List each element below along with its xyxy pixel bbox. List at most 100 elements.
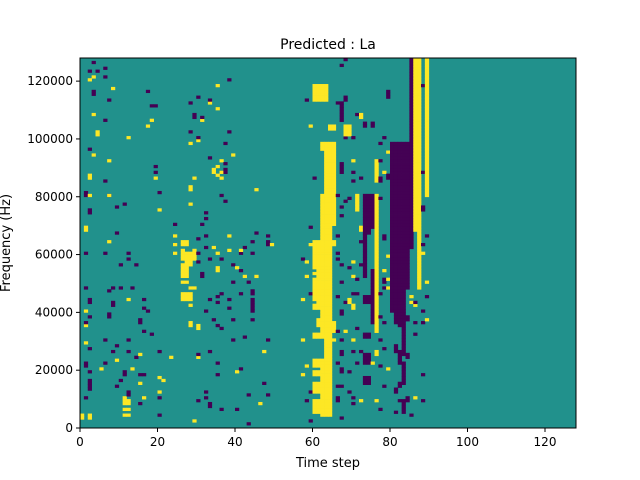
heatmap-cell [390,216,395,221]
heatmap-cell [424,107,430,111]
heatmap-cell [390,167,395,172]
heatmap-cell [324,237,329,241]
heatmap-cell [320,92,325,96]
heatmap-cell [223,141,228,146]
heatmap-cell [328,199,333,203]
heatmap-cell [149,118,154,122]
heatmap-cell [393,240,399,244]
heatmap-cell [316,240,321,244]
heatmap-cell [417,179,422,183]
heatmap-cell [397,266,402,270]
heatmap-cell [374,315,379,319]
heatmap-cell [366,228,371,232]
heatmap-cell [312,358,317,362]
heatmap-cell [161,378,166,383]
heatmap-cell [390,228,395,232]
heatmap-cell [397,159,402,163]
heatmap-cell [231,263,236,267]
heatmap-cell [223,199,228,203]
heatmap-cell [378,407,383,412]
heatmap-cell [328,173,333,177]
heatmap-cell [227,248,232,253]
heatmap-cell [401,326,406,331]
heatmap-cell [405,162,410,166]
heatmap-cell [122,401,127,406]
heatmap-cell [390,303,395,307]
heatmap-cell [424,136,430,140]
heatmap-cell [405,277,410,281]
heatmap-cell [328,280,333,284]
heatmap-cell [320,89,325,94]
heatmap-cell [390,292,395,296]
heatmap-cell [83,251,89,255]
heatmap-cell [417,141,422,146]
plot-area [80,58,576,428]
heatmap-cell [370,315,375,319]
heatmap-cell [328,188,333,192]
heatmap-cell [320,196,325,200]
heatmap-cell [393,153,399,157]
heatmap-cell [401,318,406,322]
heatmap-cell [397,156,402,160]
heatmap-cell [417,66,422,70]
heatmap-cell [355,205,360,209]
heatmap-cell [219,326,224,331]
heatmap-cell [103,75,108,79]
heatmap-cell [111,300,116,305]
heatmap-cell [374,219,379,224]
heatmap-cell [324,92,329,96]
heatmap-cell [126,390,131,394]
heatmap-cell [111,86,116,91]
heatmap-cell [362,196,368,200]
heatmap-cell [328,141,333,146]
heatmap-cell [347,130,352,134]
heatmap-cell [157,190,162,195]
heatmap-cell [405,147,410,151]
heatmap-cell [417,98,422,102]
heatmap-cell [405,231,410,235]
heatmap-cell [397,179,402,183]
heatmap-cell [87,413,92,417]
heatmap-cell [393,248,399,253]
heatmap-cell [331,170,337,174]
heatmap-cell [320,396,325,400]
heatmap-cell [320,303,325,307]
heatmap-cell [417,208,422,212]
heatmap-cell [196,260,201,264]
heatmap-cell [424,121,430,125]
heatmap-cell [107,159,112,163]
y-tick-label: 80000 [35,190,73,204]
heatmap-cell [401,373,406,377]
heatmap-cell [378,159,383,163]
heatmap-cell [316,404,321,409]
heatmap-cell [374,303,379,307]
heatmap-cell [409,58,414,62]
heatmap-cell [188,130,193,134]
heatmap-cell [409,190,414,195]
heatmap-cell [266,338,271,342]
heatmap-cell [320,274,325,279]
heatmap-cell [320,280,325,284]
heatmap-cell [83,225,89,229]
heatmap-cell [207,98,213,102]
heatmap-cell [424,112,430,117]
heatmap-cell [413,150,418,154]
heatmap-cell [324,318,329,322]
heatmap-cell [157,208,162,212]
heatmap-cell [405,228,410,232]
heatmap-cell [188,251,193,255]
heatmap-cell [370,274,375,279]
heatmap-cell [413,112,418,117]
heatmap-cell [413,89,418,94]
heatmap-cell [339,312,344,316]
heatmap-cell [417,104,422,108]
heatmap-cell [215,84,220,88]
heatmap-cell [390,214,395,218]
heatmap-cell [335,251,340,255]
heatmap-cell [393,297,399,302]
heatmap-cell [359,399,364,403]
heatmap-cell [424,78,430,82]
heatmap-cell [405,234,410,238]
heatmap-cell [324,283,329,287]
heatmap-cell [324,159,329,163]
